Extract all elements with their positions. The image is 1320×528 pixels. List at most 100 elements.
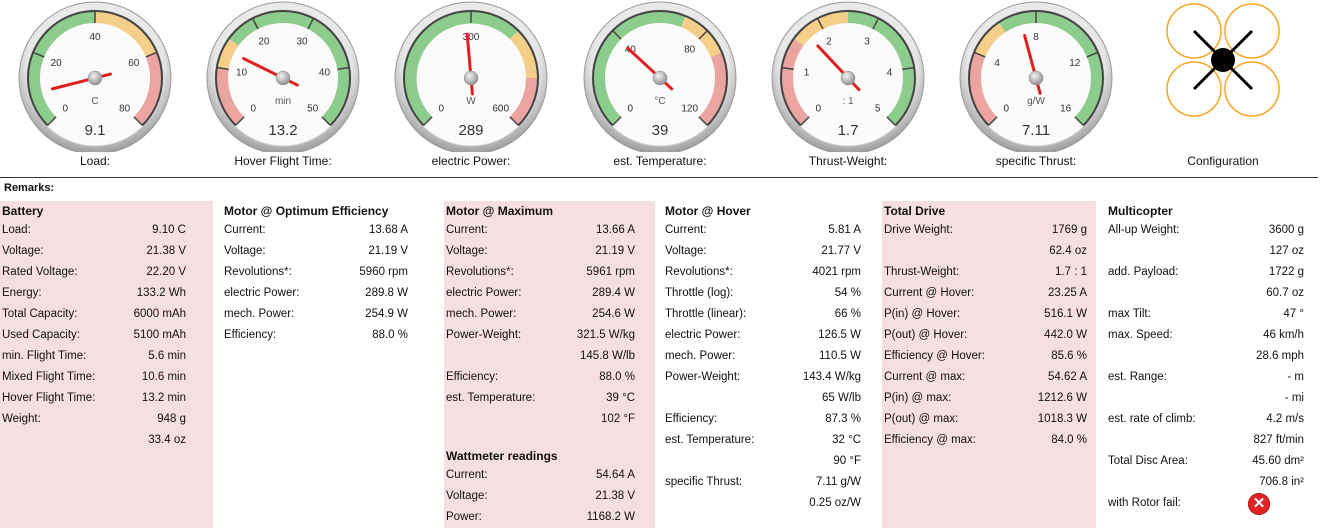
data-row: P(in) @ Hover: 516.1 W — [882, 304, 1096, 325]
row-value: 5.6 min — [148, 350, 186, 362]
gauge-tick-mark — [781, 66, 794, 71]
wattmeter-title: Wattmeter readings — [446, 449, 558, 463]
row-value: 66 % — [834, 308, 861, 320]
gauge-needle-hub — [87, 70, 103, 86]
rotor-disc — [1166, 3, 1222, 59]
row-value: 47 ° — [1283, 308, 1304, 320]
gauge-tick-mark — [307, 17, 315, 30]
gauge-needle-hub — [1028, 70, 1044, 86]
data-row: 102 °F — [444, 409, 655, 430]
row-value: 54.62 A — [1047, 371, 1087, 383]
gauge-tick-mark — [612, 116, 622, 126]
gauge-tick-label: 0 — [63, 104, 69, 115]
total-drive-title: Total Drive — [884, 204, 946, 218]
row-label: min. Flight Time: — [2, 350, 87, 362]
gauge-tick-mark — [145, 51, 158, 58]
gauge-label: Hover Flight Time: — [234, 154, 332, 168]
row-value: 65 W/lb — [822, 392, 861, 404]
row-label: Total Disc Area: — [1108, 455, 1188, 467]
row-value: 28.6 mph — [1256, 350, 1304, 362]
row-value: 1769 g — [1051, 224, 1087, 236]
row-label: Current: — [665, 224, 707, 236]
configuration-diagram[interactable] — [1143, 0, 1303, 150]
data-row: P(out) @ max: 1018.3 W — [882, 409, 1096, 430]
gauge-label: electric Power: — [431, 154, 511, 168]
row-label: Voltage: — [665, 245, 707, 257]
motor-optimum-efficiency-panel: Motor @ Optimum Efficiency Current: 13.68 … — [222, 201, 436, 528]
data-row: electric Power: 126.5 W — [663, 325, 875, 346]
gauge-band-2 — [847, 11, 915, 126]
gauge-unit: g/W — [1027, 96, 1045, 107]
row-value: 827 ft/min — [1253, 434, 1305, 446]
motor-maximum-panel: Motor @ Maximum Current: 13.66 A Voltage: 21… — [444, 201, 655, 528]
data-row: Efficiency: 87.3 % — [663, 409, 875, 430]
row-value: 84.0 % — [1051, 434, 1087, 446]
gauge-tick-label: 80 — [684, 44, 696, 55]
rotor-disc — [1224, 3, 1280, 59]
row-label: Thrust-Weight: — [884, 266, 960, 278]
row-label: Efficiency @ max: — [884, 434, 976, 446]
row-label: Throttle (linear): — [665, 308, 747, 320]
row-value: 442.0 W — [1044, 329, 1087, 341]
gauge-tick-label: 12 — [1069, 58, 1081, 69]
gauge-tick-label: 1 — [804, 67, 810, 78]
row-label: max Tilt: — [1108, 308, 1151, 320]
data-row: Revolutions*: 5961 rpm — [444, 262, 655, 283]
data-row: 127 oz — [1106, 241, 1320, 262]
row-value: 21.19 V — [368, 245, 408, 257]
data-row: est. Range: - m — [1106, 367, 1320, 388]
gauge-tick-label: 0 — [439, 104, 445, 115]
row-value: 45.60 dm² — [1252, 455, 1304, 467]
data-row: electric Power: 289.8 W — [222, 283, 436, 304]
gauge-band-0 — [969, 52, 998, 126]
row-label: P(out) @ max: — [884, 413, 959, 425]
gauge-tick-label: 300 — [463, 32, 480, 43]
gauge-label: Thrust-Weight: — [808, 154, 888, 168]
row-label: P(in) @ Hover: — [884, 308, 961, 320]
data-row: specific Thrust: 7.11 g/W — [663, 472, 875, 493]
data-row: mech. Power: 110.5 W — [663, 346, 875, 367]
row-value: 21.38 V — [146, 245, 186, 257]
row-value: 13.2 min — [141, 392, 186, 404]
gauge-tick-mark — [886, 116, 896, 126]
row-value: 46 km/h — [1263, 329, 1304, 341]
motor-max-title: Motor @ Maximum — [446, 204, 554, 218]
data-row: 28.6 mph — [1106, 346, 1320, 367]
gauge-tick-mark — [612, 30, 622, 40]
data-row: - mi — [1106, 388, 1320, 409]
data-row: Voltage: 21.19 V — [444, 241, 655, 262]
gauge-tick-label: 600 — [492, 104, 509, 115]
gauge-tick-label: 0 — [1004, 104, 1010, 115]
gauge-tick-label: 60 — [128, 58, 140, 69]
row-value: 5.81 A — [828, 224, 861, 236]
row-value: 1.7 : 1 — [1055, 266, 1087, 278]
row-value: 22.20 V — [146, 266, 186, 278]
gauge-load: 0 20 40 60 80 C 9.1 Load: — [15, 0, 175, 176]
gauge-tick-mark — [321, 116, 331, 126]
battery-title: Battery — [2, 204, 44, 218]
data-row: Efficiency @ max: 84.0 % — [882, 430, 1096, 451]
data-row: Throttle (linear): 66 % — [663, 304, 875, 325]
gauge-band-2 — [998, 11, 1103, 126]
gauge-band-0 — [781, 38, 810, 126]
gauge-tick-mark — [988, 116, 998, 126]
gauge-tick-mark — [133, 116, 143, 126]
row-label: Used Capacity: — [2, 329, 80, 341]
gauge-tick-label: 0 — [816, 104, 822, 115]
row-label: Efficiency @ Hover: — [884, 350, 985, 362]
row-label: Efficiency: — [446, 371, 499, 383]
multicopter-panel: Multicopter All-up Weight: 3600 g 127 oz add… — [1106, 201, 1320, 528]
row-value: 62.4 oz — [1049, 245, 1087, 257]
row-label: Power-Weight: — [665, 371, 741, 383]
row-label: Current: — [446, 469, 488, 481]
row-label: P(in) @ max: — [884, 392, 952, 404]
row-label: Revolutions*: — [665, 266, 733, 278]
row-label: electric Power: — [665, 329, 741, 341]
motor-hover-panel: Motor @ Hover Current: 5.81 A Voltage: 21.77… — [663, 201, 875, 528]
row-value: 126.5 W — [818, 329, 861, 341]
gauge-value: 9.1 — [85, 122, 106, 139]
gauge-unit: min — [275, 96, 291, 107]
gauge-tick-label: 4 — [887, 67, 893, 78]
row-value: 21.77 V — [821, 245, 861, 257]
